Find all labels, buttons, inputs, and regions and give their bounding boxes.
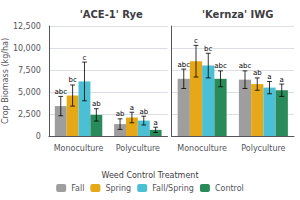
- svg-text:a: a: [267, 73, 271, 81]
- svg-text:0: 0: [36, 132, 41, 141]
- svg-text:'ACE-1' Rye: 'ACE-1' Rye: [80, 9, 143, 20]
- svg-text:abc: abc: [239, 62, 252, 70]
- svg-text:Crop Biomass (kg/ha): Crop Biomass (kg/ha): [1, 38, 10, 124]
- svg-text:Monoculture: Monoculture: [177, 144, 227, 153]
- svg-text:ab: ab: [253, 69, 262, 77]
- svg-text:2,500: 2,500: [18, 110, 41, 119]
- svg-text:Polyculture: Polyculture: [116, 144, 160, 153]
- svg-text:ab: ab: [116, 110, 125, 118]
- svg-text:Control: Control: [215, 184, 244, 193]
- svg-text:7,500: 7,500: [18, 66, 41, 75]
- svg-text:abc: abc: [177, 61, 190, 69]
- svg-text:abc: abc: [214, 62, 227, 70]
- svg-text:c: c: [83, 54, 87, 62]
- svg-text:'Kernza' IWG: 'Kernza' IWG: [202, 9, 274, 20]
- svg-text:c: c: [194, 37, 198, 45]
- svg-text:ab: ab: [92, 100, 101, 108]
- svg-text:bc: bc: [68, 76, 76, 84]
- svg-text:abc: abc: [54, 88, 67, 96]
- svg-text:Fall/Spring: Fall/Spring: [152, 184, 194, 193]
- svg-text:bc: bc: [204, 45, 212, 53]
- svg-text:a: a: [130, 104, 134, 112]
- svg-text:Spring: Spring: [105, 184, 131, 193]
- svg-text:Monoculture: Monoculture: [54, 144, 104, 153]
- svg-text:Fall: Fall: [71, 184, 84, 193]
- svg-text:a: a: [280, 76, 284, 84]
- svg-text:a: a: [153, 119, 157, 127]
- svg-text:ab: ab: [139, 108, 148, 116]
- svg-text:5,000: 5,000: [18, 88, 41, 97]
- svg-text:Polyculture: Polyculture: [241, 144, 285, 153]
- svg-text:Weed Control Treatment: Weed Control Treatment: [101, 171, 198, 180]
- svg-text:12,500: 12,500: [13, 22, 41, 31]
- svg-text:10,000: 10,000: [13, 44, 41, 53]
